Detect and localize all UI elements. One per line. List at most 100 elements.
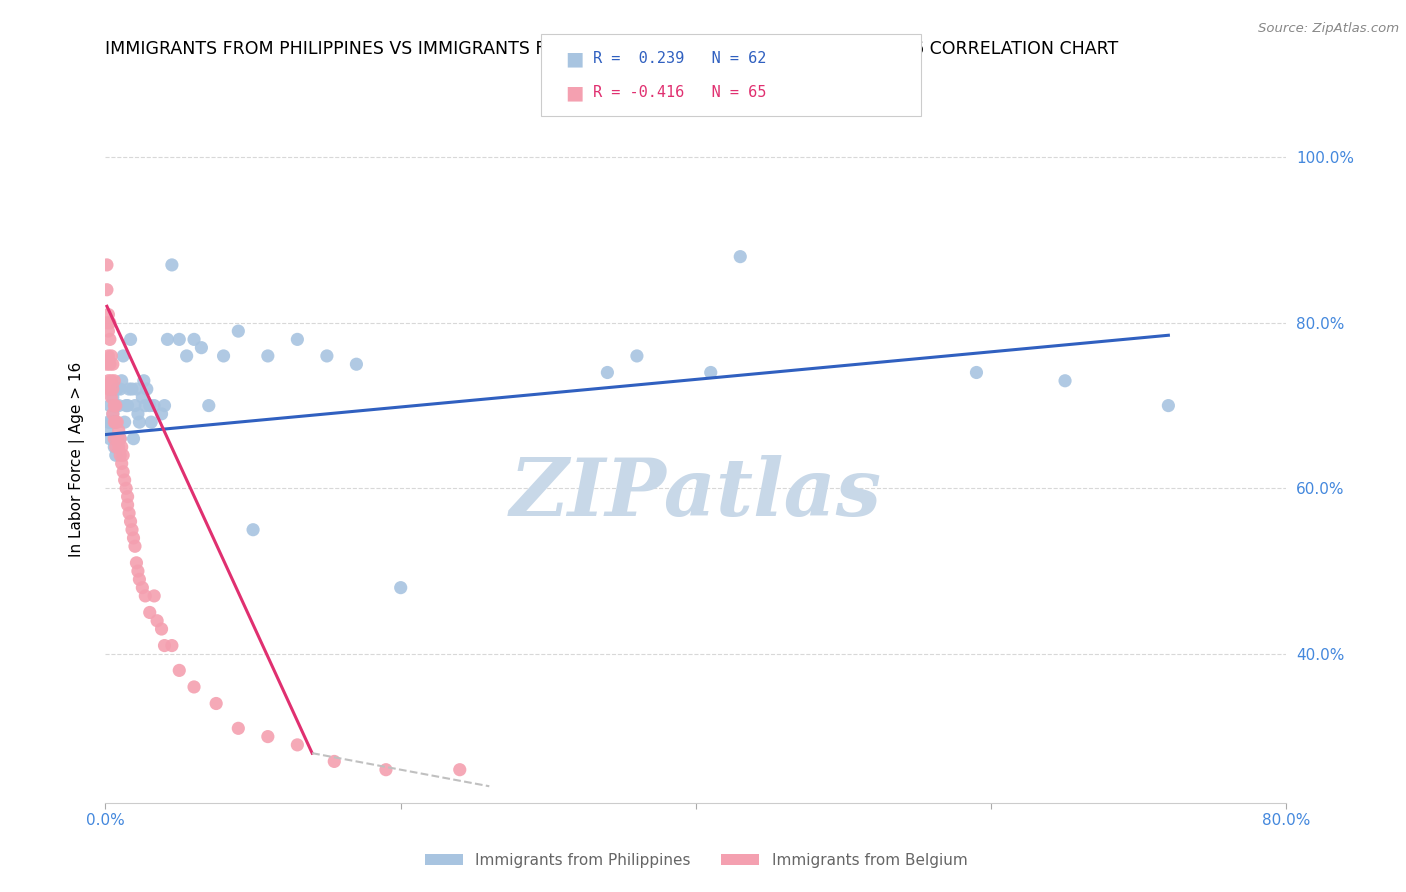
Point bbox=[323, 755, 346, 769]
Point bbox=[104, 415, 127, 429]
Point bbox=[110, 432, 132, 446]
Point bbox=[160, 639, 183, 653]
Point bbox=[389, 581, 412, 595]
Point bbox=[115, 481, 138, 495]
Point bbox=[97, 374, 120, 388]
Point bbox=[183, 680, 205, 694]
Text: ■: ■ bbox=[565, 49, 583, 69]
Point bbox=[103, 440, 125, 454]
Text: ZIPatlas: ZIPatlas bbox=[510, 455, 882, 533]
Point bbox=[96, 258, 118, 272]
Point bbox=[110, 382, 132, 396]
Point bbox=[100, 390, 122, 404]
Point bbox=[97, 349, 120, 363]
Point bbox=[98, 316, 121, 330]
Point bbox=[101, 415, 124, 429]
Point bbox=[127, 564, 149, 578]
Point bbox=[138, 606, 162, 620]
Point bbox=[103, 374, 125, 388]
Point bbox=[226, 722, 250, 736]
Point bbox=[134, 589, 156, 603]
Point bbox=[97, 324, 120, 338]
Point bbox=[287, 332, 309, 346]
Point bbox=[626, 349, 648, 363]
Point bbox=[112, 349, 135, 363]
Point bbox=[112, 448, 135, 462]
Point bbox=[103, 399, 125, 413]
Point bbox=[101, 407, 124, 421]
Point bbox=[205, 697, 228, 711]
Point bbox=[118, 382, 141, 396]
Point bbox=[107, 399, 129, 413]
Point bbox=[117, 498, 139, 512]
Point bbox=[150, 407, 173, 421]
Point bbox=[110, 432, 132, 446]
Point bbox=[110, 448, 132, 462]
Point bbox=[96, 316, 118, 330]
Point bbox=[128, 415, 150, 429]
Point bbox=[197, 399, 219, 413]
Point bbox=[111, 457, 134, 471]
Point bbox=[287, 738, 309, 752]
Point bbox=[256, 730, 278, 744]
Point bbox=[100, 349, 122, 363]
Point bbox=[346, 357, 368, 371]
Point bbox=[965, 366, 987, 380]
Point bbox=[103, 432, 125, 446]
Point bbox=[256, 349, 278, 363]
Point bbox=[100, 374, 122, 388]
Point bbox=[183, 332, 205, 346]
Point bbox=[114, 415, 136, 429]
Point bbox=[117, 399, 139, 413]
Point bbox=[124, 539, 146, 553]
Point bbox=[135, 382, 157, 396]
Point bbox=[143, 399, 166, 413]
Point bbox=[153, 399, 176, 413]
Point bbox=[96, 424, 118, 438]
Point bbox=[120, 515, 142, 529]
Point bbox=[1054, 374, 1077, 388]
Point bbox=[124, 399, 146, 413]
Point bbox=[699, 366, 723, 380]
Point bbox=[131, 581, 153, 595]
Point bbox=[111, 440, 134, 454]
Point bbox=[449, 763, 471, 777]
Point bbox=[103, 399, 125, 413]
Point bbox=[150, 622, 173, 636]
Point bbox=[105, 432, 128, 446]
Point bbox=[121, 523, 143, 537]
Point bbox=[98, 432, 121, 446]
Point bbox=[107, 440, 129, 454]
Text: R = -0.416   N = 65: R = -0.416 N = 65 bbox=[593, 85, 766, 100]
Point bbox=[156, 332, 179, 346]
Point bbox=[105, 415, 128, 429]
Point bbox=[117, 490, 139, 504]
Point bbox=[105, 432, 128, 446]
Point bbox=[728, 250, 751, 264]
Point bbox=[127, 407, 149, 421]
Point bbox=[176, 349, 198, 363]
Point bbox=[101, 382, 124, 396]
Point bbox=[226, 324, 250, 338]
Point bbox=[374, 763, 398, 777]
Text: ■: ■ bbox=[565, 83, 583, 102]
Point bbox=[97, 308, 120, 322]
Point bbox=[146, 614, 169, 628]
Point bbox=[190, 341, 212, 355]
Text: IMMIGRANTS FROM PHILIPPINES VS IMMIGRANTS FROM BELGIUM IN LABOR FORCE | AGE > 16: IMMIGRANTS FROM PHILIPPINES VS IMMIGRANT… bbox=[105, 40, 1119, 58]
Point bbox=[96, 357, 118, 371]
Point bbox=[100, 415, 122, 429]
Point bbox=[114, 473, 136, 487]
Point bbox=[242, 523, 264, 537]
Point bbox=[125, 382, 148, 396]
Point bbox=[121, 382, 143, 396]
Point bbox=[141, 415, 163, 429]
Point bbox=[132, 374, 155, 388]
Point bbox=[138, 399, 162, 413]
Point bbox=[104, 448, 127, 462]
Point bbox=[122, 432, 145, 446]
Point bbox=[96, 283, 118, 297]
Point bbox=[97, 415, 120, 429]
Y-axis label: In Labor Force | Age > 16: In Labor Force | Age > 16 bbox=[69, 362, 84, 557]
Point bbox=[596, 366, 619, 380]
